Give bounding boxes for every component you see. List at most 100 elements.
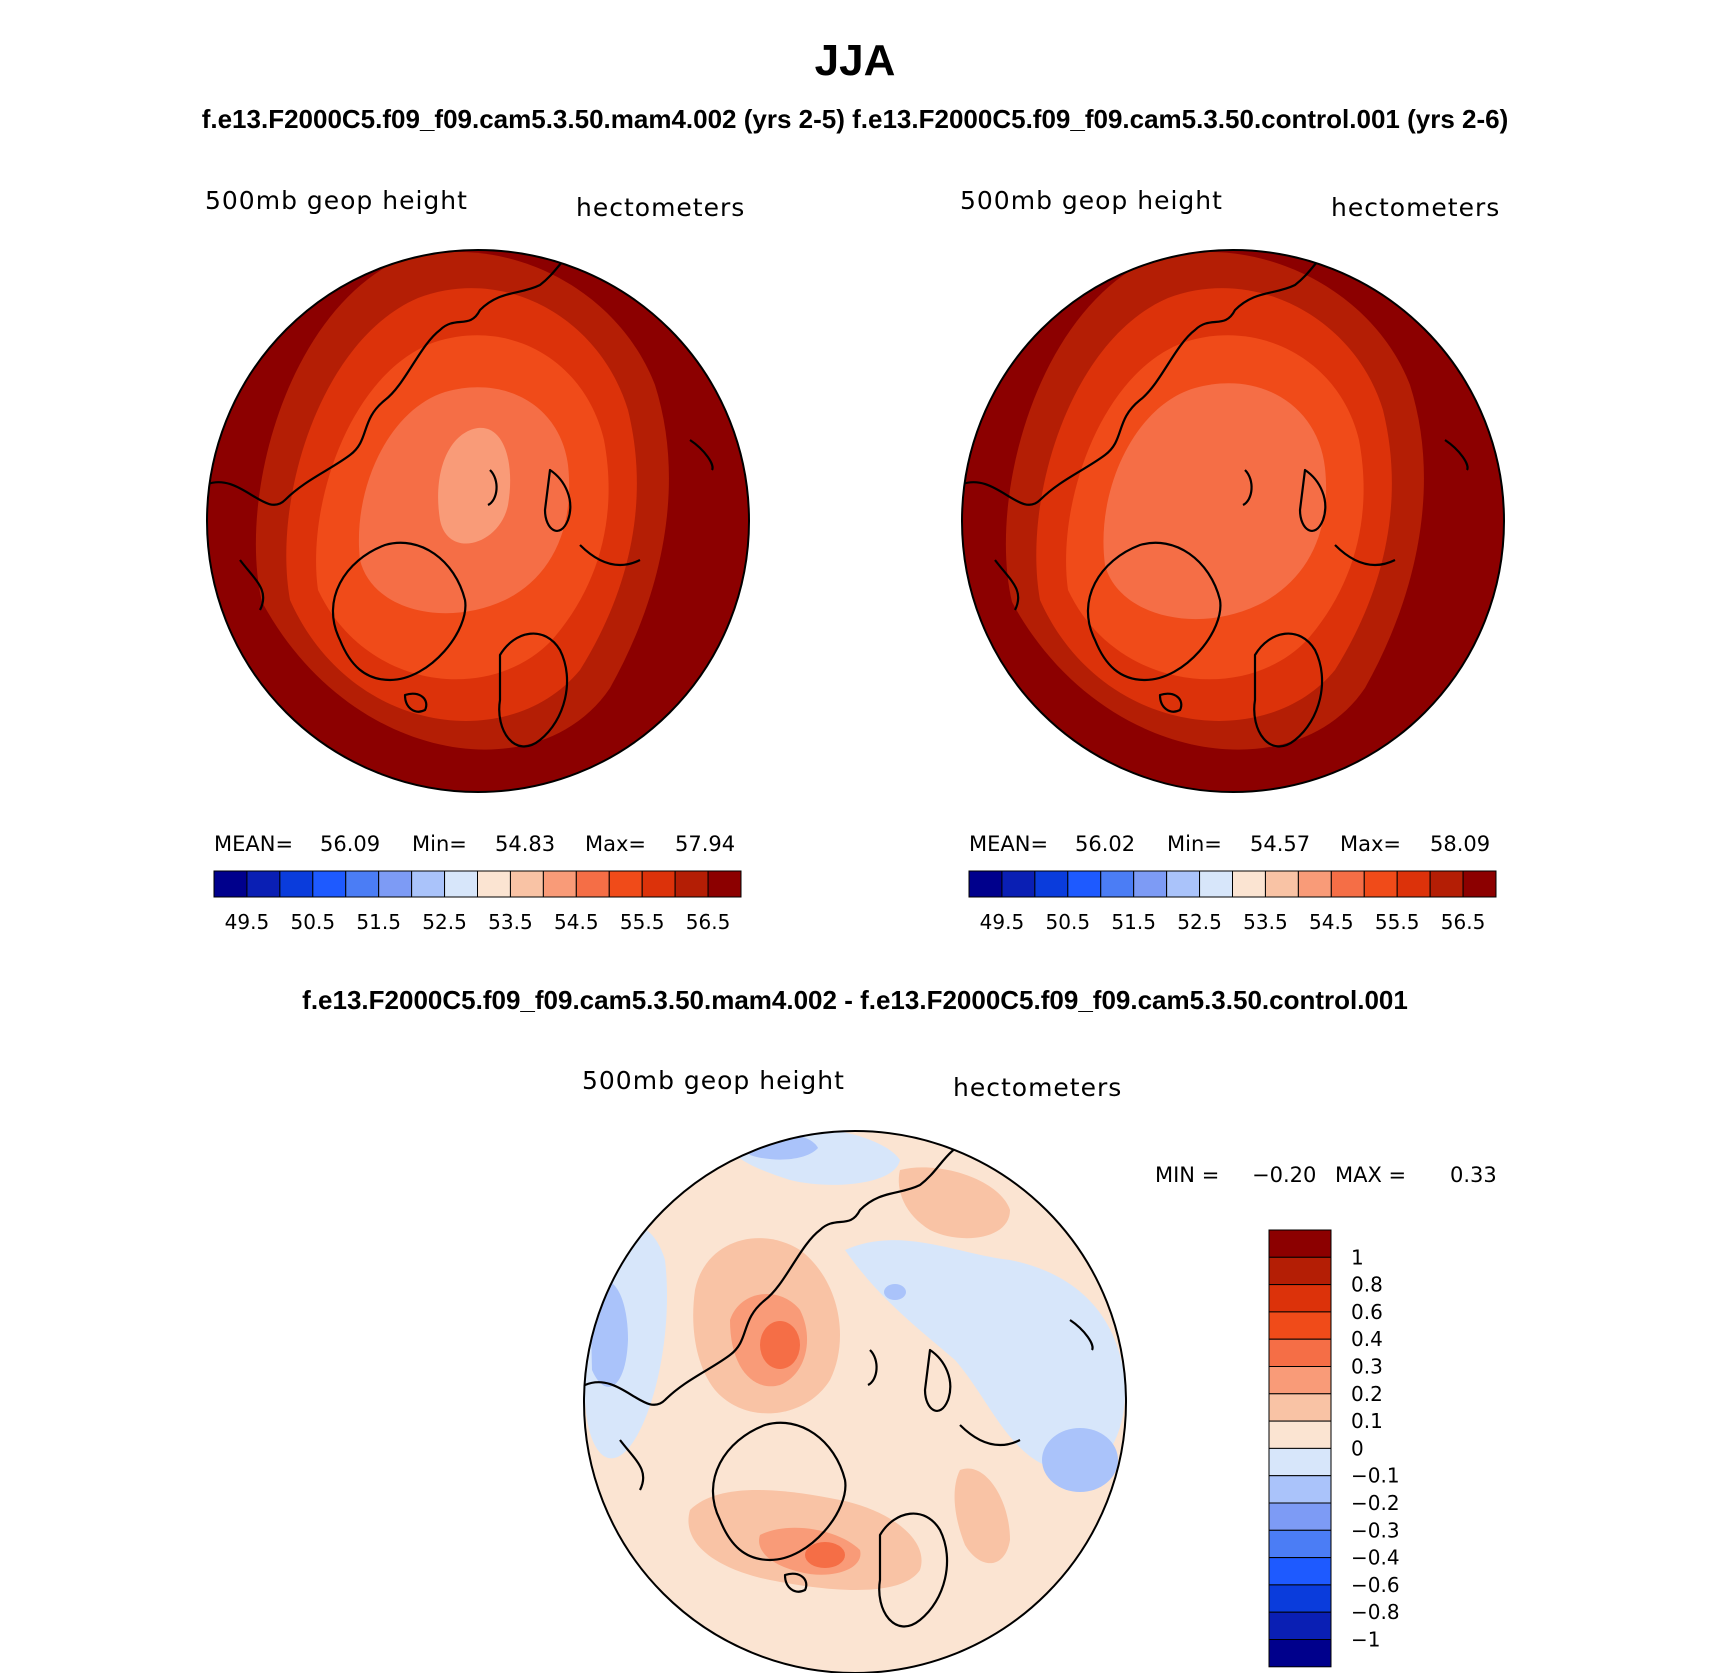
right-max-label: Max=: [1340, 832, 1402, 856]
right-colorbar-tick-label: 55.5: [1375, 910, 1420, 934]
diff-contour-band-0-3-arctic: [760, 1321, 800, 1369]
diff-colorbar-box: [1268, 1420, 1332, 1449]
right-colorbar-box: [1166, 870, 1201, 898]
diff-colorbar-box: [1268, 1584, 1332, 1613]
right-colorbar-box: [1330, 870, 1365, 898]
diff-colorbar-box: [1268, 1447, 1332, 1477]
diff-colorbar-tick-label: −0.6: [1351, 1573, 1400, 1597]
diff-colorbar-box: [1268, 1639, 1332, 1668]
left-colorbar-box: [246, 870, 281, 898]
diff-colorbar-tick-label: 0: [1351, 1436, 1364, 1460]
right-min-value: 54.57: [1250, 832, 1311, 856]
diff-units-label: hectometers: [953, 1073, 1123, 1102]
difference-map: [583, 1130, 1127, 1673]
right-colorbar-box: [1429, 870, 1464, 898]
left-colorbar-box: [641, 870, 676, 898]
left-colorbar-tick-label: 54.5: [554, 910, 599, 934]
left-colorbar-tick-label: 53.5: [488, 910, 533, 934]
left-colorbar-box: [312, 870, 347, 898]
diff-contour-band-0-1-europe: [954, 1468, 1010, 1564]
right-units-label: hectometers: [1331, 193, 1501, 222]
left-colorbar-tick-label: 50.5: [291, 910, 336, 934]
diff-min-label: MIN =: [1155, 1163, 1220, 1187]
diff-colorbar-box: [1268, 1502, 1332, 1531]
right-colorbar-box: [1199, 870, 1233, 898]
right-mean-value: 56.02: [1075, 832, 1136, 856]
diff-colorbar-box: [1268, 1256, 1332, 1286]
comparison-subtitle: f.e13.F2000C5.f09_f09.cam5.3.50.mam4.002…: [201, 104, 1509, 134]
right-colorbar-box: [1133, 870, 1168, 898]
right-colorbar-box: [968, 870, 1003, 898]
left-map-border: [206, 249, 750, 793]
left-colorbar-box: [707, 870, 742, 898]
diff-max-value: 0.33: [1450, 1163, 1497, 1187]
right-min-label: Min=: [1167, 832, 1222, 856]
diff-contour-band-neg-0-1-east: [845, 1240, 1126, 1472]
left-units-label: hectometers: [576, 193, 746, 222]
right-max-value: 58.09: [1430, 832, 1491, 856]
left-max-label: Max=: [585, 832, 647, 856]
left-colorbar-tick-label: 49.5: [225, 910, 270, 934]
diff-colorbar-box: [1268, 1529, 1332, 1559]
diff-colorbar-tick-label: 0.1: [1351, 1409, 1383, 1433]
left-colorbar-box: [477, 870, 511, 898]
left-colorbar: 49.5 50.5 51.5 52.5 53.5 54.5 55.5 56.5: [213, 870, 742, 934]
diff-colorbar-tick-label: −0.1: [1351, 1464, 1400, 1488]
left-min-value: 54.83: [495, 832, 556, 856]
left-colorbar-tick-label: 52.5: [422, 910, 467, 934]
left-colorbar-box: [213, 870, 248, 898]
right-contour-band-54-5: [1103, 383, 1327, 620]
diff-colorbar-tick-label: −0.8: [1351, 1600, 1400, 1624]
left-colorbar-box: [345, 870, 380, 898]
diff-colorbar-tick-label: 0.2: [1351, 1382, 1383, 1406]
right-colorbar-box: [1363, 870, 1398, 898]
diff-colorbar-tick-label: 0.4: [1351, 1327, 1383, 1351]
diff-colorbar-box: [1268, 1338, 1332, 1367]
left-colorbar-box: [575, 870, 610, 898]
page-title: JJA: [814, 36, 896, 85]
right-map-border: [961, 249, 1505, 793]
left-colorbar-box: [608, 870, 643, 898]
right-colorbar-box: [1232, 870, 1266, 898]
diff-colorbar-box: [1268, 1311, 1332, 1340]
left-colorbar-box: [411, 870, 446, 898]
left-contour-band-54-0: [438, 427, 511, 544]
right-colorbar: 49.5 50.5 51.5 52.5 53.5 54.5 55.5 56.5: [968, 870, 1497, 934]
left-field-label: 500mb geop height: [205, 186, 468, 215]
diff-colorbar-tick-label: −0.3: [1351, 1518, 1400, 1542]
diff-contour-band-neg-0-2-pole: [884, 1284, 906, 1300]
left-coastlines: [207, 250, 714, 748]
left-colorbar-box: [444, 870, 478, 898]
left-map: [206, 249, 750, 793]
left-colorbar-tick-label: 55.5: [620, 910, 665, 934]
diff-colorbar-tick-label: −1: [1351, 1628, 1380, 1652]
right-mean-label: MEAN=: [969, 832, 1049, 856]
diff-colorbar-box: [1268, 1284, 1332, 1313]
diff-colorbar-tick-label: 1: [1351, 1245, 1364, 1269]
left-colorbar-box: [378, 870, 413, 898]
right-colorbar-box: [1264, 870, 1299, 898]
diff-colorbar-box: [1268, 1557, 1332, 1586]
left-min-label: Min=: [412, 832, 467, 856]
diff-colorbar: 1 0.8 0.6 0.4 0.3 0.2 0.1 0 −0.1 −0.2 −0.3 −0.4 −0.6…: [1268, 1229, 1400, 1668]
left-colorbar-box: [542, 870, 577, 898]
right-colorbar-box: [1067, 870, 1102, 898]
diff-colorbar-box: [1268, 1393, 1332, 1422]
right-colorbar-box: [1100, 870, 1135, 898]
right-colorbar-box: [1462, 870, 1497, 898]
left-colorbar-tick-label: 51.5: [356, 910, 401, 934]
right-colorbar-tick-label: 56.5: [1441, 910, 1486, 934]
diff-colorbar-box: [1268, 1229, 1332, 1258]
left-mean-value: 56.09: [320, 832, 381, 856]
diff-contour-band-neg-0-2-east: [1042, 1428, 1118, 1492]
diff-contour-band-0-3-atlantic: [805, 1542, 845, 1568]
left-max-value: 57.94: [675, 832, 736, 856]
diff-colorbar-box: [1268, 1611, 1332, 1640]
left-colorbar-tick-label: 56.5: [686, 910, 731, 934]
right-colorbar-tick-label: 52.5: [1177, 910, 1222, 934]
diff-min-value: −0.20: [1252, 1163, 1317, 1187]
diff-colorbar-tick-label: 0.6: [1351, 1300, 1383, 1324]
diff-colorbar-box: [1268, 1366, 1332, 1395]
right-colorbar-tick-label: 54.5: [1309, 910, 1354, 934]
